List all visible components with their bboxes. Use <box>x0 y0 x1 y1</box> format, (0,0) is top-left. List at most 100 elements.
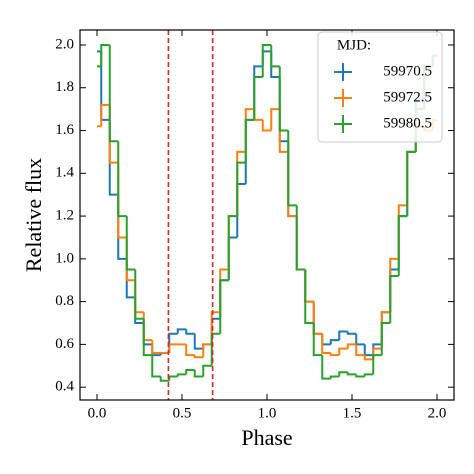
step <box>278 77 289 143</box>
step <box>304 269 314 325</box>
step <box>125 258 136 299</box>
step <box>185 329 195 335</box>
step <box>219 279 229 334</box>
step <box>304 269 314 303</box>
y-tick-label: 0.6 <box>55 336 74 352</box>
x-tick-label: 1.5 <box>343 405 362 421</box>
x-tick-label: 0.0 <box>88 405 107 421</box>
step <box>210 332 221 366</box>
step <box>312 323 323 357</box>
step <box>321 333 331 354</box>
step <box>406 150 416 206</box>
y-tick-label: 1.2 <box>55 208 74 224</box>
step <box>176 328 187 334</box>
step <box>236 161 246 217</box>
step <box>202 364 212 377</box>
step <box>389 257 399 313</box>
step <box>227 236 238 281</box>
y-tick-label: 1.4 <box>55 165 74 181</box>
step <box>372 343 382 356</box>
step <box>142 323 153 346</box>
y-tick-label: 1.0 <box>55 250 74 266</box>
step <box>193 355 204 359</box>
y-tick-label: 0.8 <box>55 293 74 309</box>
step <box>380 311 391 349</box>
step <box>380 311 391 345</box>
x-tick-label: 2.0 <box>428 405 447 421</box>
step <box>219 268 229 313</box>
step <box>100 51 110 121</box>
step <box>108 44 119 143</box>
y-tick-label: 1.6 <box>55 122 74 138</box>
step <box>363 373 374 377</box>
step <box>185 344 195 357</box>
step <box>389 274 399 324</box>
step <box>397 215 408 270</box>
step <box>329 339 340 345</box>
step <box>134 280 144 314</box>
step <box>244 108 255 152</box>
step <box>261 50 272 67</box>
step <box>346 343 357 349</box>
step <box>406 150 416 217</box>
y-tick-label: 0.4 <box>55 379 74 395</box>
step <box>380 322 391 356</box>
step <box>142 318 153 357</box>
step <box>397 215 408 276</box>
step <box>346 331 357 335</box>
step <box>304 269 314 303</box>
step <box>287 130 297 207</box>
x-tick-label: 0.5 <box>173 405 192 421</box>
step <box>117 162 127 239</box>
step <box>295 216 306 271</box>
legend-box <box>317 31 443 143</box>
step <box>270 108 280 131</box>
step <box>185 369 195 375</box>
step <box>270 51 280 79</box>
x-axis-label: Phase <box>241 425 292 450</box>
step <box>397 204 408 259</box>
step <box>151 340 161 354</box>
y-axis-label: Relative flux <box>21 158 46 272</box>
step <box>202 343 212 358</box>
step <box>321 355 331 380</box>
step <box>329 375 340 379</box>
step <box>338 371 348 377</box>
step <box>244 118 255 184</box>
step <box>329 352 340 357</box>
step <box>236 182 246 238</box>
step <box>151 355 161 378</box>
step <box>108 119 119 196</box>
legend-title: MJD: <box>337 37 371 53</box>
step <box>253 109 263 121</box>
step <box>261 119 272 132</box>
step <box>406 150 416 217</box>
step <box>253 65 263 120</box>
step <box>355 374 365 378</box>
step <box>363 344 374 357</box>
legend-label: 59972.5 <box>383 89 432 105</box>
step <box>312 301 323 335</box>
step <box>355 333 365 346</box>
step <box>287 151 297 218</box>
step <box>261 43 272 78</box>
y-tick-label: 1.8 <box>55 79 74 95</box>
step <box>244 118 255 163</box>
step <box>312 301 323 335</box>
step <box>193 370 204 378</box>
step <box>278 66 289 132</box>
step <box>100 103 110 127</box>
step <box>227 215 238 270</box>
step <box>346 372 357 376</box>
step <box>372 347 382 360</box>
step <box>168 332 178 353</box>
step <box>295 216 306 271</box>
step <box>355 344 365 357</box>
step <box>321 333 331 346</box>
step <box>117 141 127 218</box>
step <box>227 215 238 281</box>
step <box>117 194 127 260</box>
step <box>100 43 110 67</box>
step <box>134 269 144 320</box>
